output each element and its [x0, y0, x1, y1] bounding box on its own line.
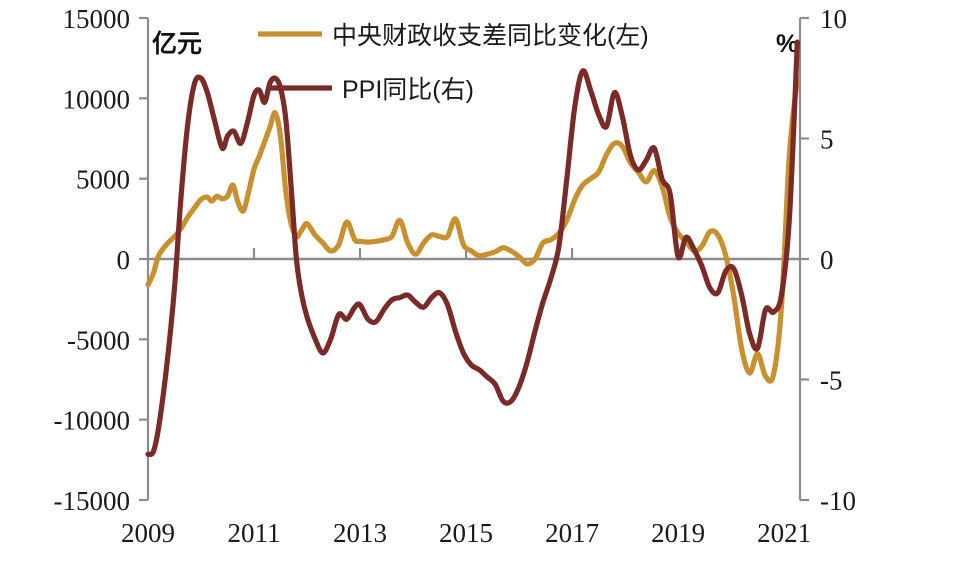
right-axis-tick-label: 0 — [820, 245, 834, 275]
x-axis-tick-labels: 2009 2011 2013 2015 2017 2019 2021 — [121, 518, 811, 548]
chart-legend: 中央财政收支差同比变化(左) PPI同比(右) — [258, 22, 649, 104]
x-axis-tick-label: 2011 — [228, 518, 281, 548]
left-axis-tick-label: -5000 — [67, 325, 130, 355]
right-axis-tick-label: -5 — [820, 366, 843, 396]
x-axis-tick-label: 2015 — [439, 518, 493, 548]
x-axis-tick-label: 2021 — [757, 518, 811, 548]
right-axis-unit-label: % — [776, 30, 798, 58]
right-axis-tick-label: 10 — [820, 4, 847, 34]
left-axis-unit-label: 亿元 — [152, 30, 202, 58]
right-axis-tick-labels: 10 5 0 -5 -10 — [820, 4, 856, 516]
left-axis-tick-label: -10000 — [54, 406, 131, 436]
left-axis-tick-label: 0 — [117, 245, 131, 275]
legend-label-ppi: PPI同比(右) — [342, 76, 474, 104]
left-axis-tick-label: 5000 — [76, 165, 130, 195]
left-axis-tick-labels: 15000 10000 5000 0 -5000 -10000 -15000 — [54, 4, 131, 516]
x-axis-tick-label: 2009 — [121, 518, 175, 548]
left-axis-tick-label: 10000 — [63, 84, 131, 114]
series-lines-group — [145, 39, 800, 458]
x-axis-tick-label: 2017 — [545, 518, 599, 548]
axes-group — [139, 16, 809, 502]
right-axis-tick-label: 5 — [820, 125, 834, 155]
ppi-line — [145, 39, 800, 458]
x-axis-tick-label: 2013 — [333, 518, 387, 548]
right-axis-tick-label: -10 — [820, 486, 856, 516]
x-axis-tick-label: 2019 — [651, 518, 705, 548]
legend-label-fiscal: 中央财政收支差同比变化(左) — [332, 22, 649, 50]
left-axis-tick-label: 15000 — [63, 4, 131, 34]
left-axis-tick-label: -15000 — [54, 486, 131, 516]
